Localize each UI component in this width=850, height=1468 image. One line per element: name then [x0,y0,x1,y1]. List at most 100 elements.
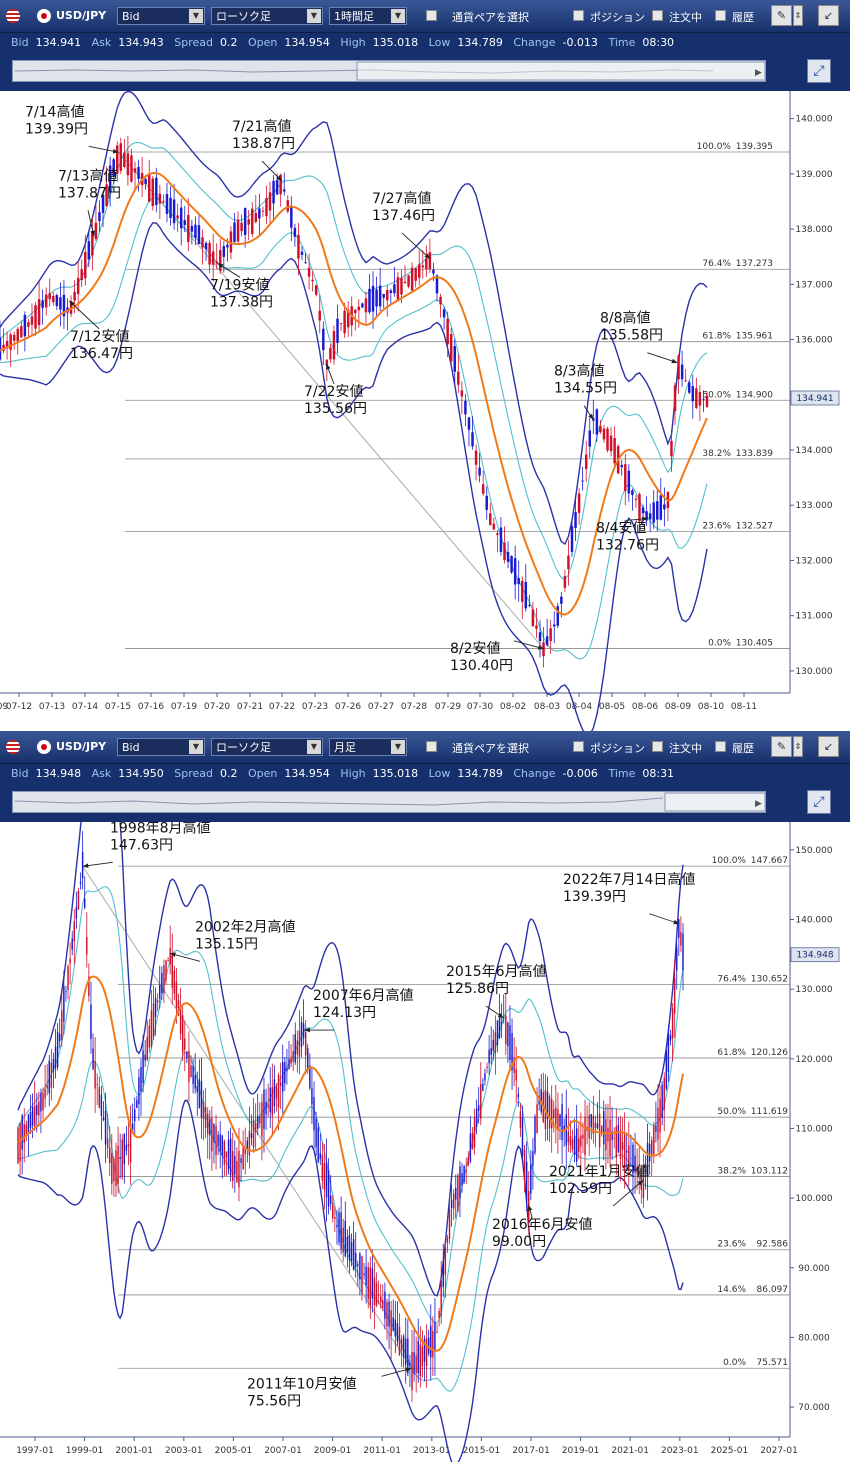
candle-body [248,1130,251,1156]
candle-body [555,1107,557,1125]
symbol-label[interactable]: USD/JPY [56,740,107,753]
candle-body [52,1058,55,1072]
candle-body [190,225,194,232]
scroll-arrows-icon[interactable]: ⇕ [793,736,803,757]
annotation-arrowhead [405,1367,412,1373]
candle-body [582,1134,584,1139]
candle-body [315,1118,317,1148]
candle-body [200,1081,203,1118]
candle-body [417,1341,419,1374]
fib-level-percent: 23.6% [702,521,731,531]
candle-body [698,392,702,406]
candle-body [113,1159,115,1182]
pair-select-label[interactable]: 通貨ペアを選択 [452,742,529,755]
x-tick-label: 2023-01 [661,1446,699,1456]
candle-body [257,1115,259,1129]
minimize-icon[interactable]: ↙ [818,736,839,757]
position-checkbox[interactable] [573,10,584,21]
y-tick-label: 150.000 [795,846,832,856]
fib-level-percent: 61.8% [717,1048,746,1058]
price-type-select[interactable]: Bid ▼ [117,738,205,756]
candle-body [19,1122,21,1162]
annotation-arrowhead [326,363,331,370]
y-tick-label: 131.000 [795,612,832,622]
minimize-icon[interactable]: ↙ [818,5,839,26]
orders-checkbox[interactable] [652,10,663,21]
chart-style-select[interactable]: ローソク足 ▼ [211,738,323,756]
candle-body [275,180,279,195]
candle-body [648,513,652,520]
candle-body [444,1246,447,1275]
position-checkbox[interactable] [573,741,584,752]
history-checkbox[interactable] [715,10,726,21]
candle-body [223,1140,226,1165]
candle-body [440,1280,442,1317]
candle-body [691,386,695,402]
annotation-arrowhead [276,175,282,182]
candle-body [117,1145,119,1185]
candle-body [219,250,222,271]
candle-body [687,382,691,393]
candle-body [492,523,496,530]
navigator-scrollbar[interactable]: ▶ [12,791,766,813]
price-type-select[interactable]: Bid ▼ [117,7,205,25]
draw-tool-icon[interactable]: ✎ [771,5,792,26]
expand-icon[interactable]: ⤢ [807,790,831,814]
expand-icon[interactable]: ⤢ [807,59,831,83]
fib-level-percent: 38.2% [717,1166,746,1176]
candle-body [473,1116,476,1148]
candle-body [396,277,400,302]
monthly-price-chart[interactable]: 70.000 80.000 90.000 100.000 110.000 120.000 1… [0,822,850,1462]
navigator-overview: ▶ [14,792,766,812]
position-label: ポジション [590,742,645,755]
candle-body [167,960,169,962]
annotation-date: 2016年6月安値 [492,1217,593,1233]
candle-body [446,318,449,345]
candle-body [523,1149,526,1182]
candle-body [94,1060,96,1089]
y-tick-label: 136.000 [795,336,832,346]
draw-tool-icon[interactable]: ✎ [771,736,792,757]
candle-body [560,596,563,604]
history-checkbox[interactable] [715,741,726,752]
candle-body [133,168,137,173]
x-tick-label: 08-02 [500,702,526,712]
candle-body [346,309,350,328]
annotation-date: 8/4安値 [596,520,647,536]
candle-body [496,1020,499,1045]
candle-body [620,464,623,468]
candle-body [222,246,226,257]
x-tick-label: 07-26 [335,702,361,712]
pair-select-label[interactable]: 通貨ペアを選択 [452,11,529,24]
timeframe-select[interactable]: 1時間足 ▼ [329,7,407,25]
candle-body [269,1087,271,1113]
candle-body [413,1352,415,1375]
candle-body [368,288,371,313]
bid-value: 134.948 [35,767,82,780]
orders-checkbox[interactable] [652,741,663,752]
candle-body [338,1212,340,1243]
chart-style-select[interactable]: ローソク足 ▼ [211,7,323,25]
scroll-arrows-icon[interactable]: ⇕ [793,5,803,26]
hourly-price-chart[interactable]: 130.000131.000132.000133.000134.000135.0… [0,91,850,731]
candle-body [599,426,602,433]
navigator-scrollbar[interactable]: ▶ [12,60,766,82]
candle-body [96,1083,98,1085]
pair-select-checkbox[interactable] [426,10,437,21]
candle-body [550,1099,553,1129]
position-label: ポジション [590,11,645,24]
timeframe-select[interactable]: 月足 ▼ [329,738,407,756]
candle-body [521,580,524,602]
fib-level-value: 139.395 [736,142,773,152]
symbol-label[interactable]: USD/JPY [56,9,107,22]
candle-body [279,1082,282,1087]
pair-select-checkbox[interactable] [426,741,437,752]
candle-body [98,212,101,222]
candle-body [556,606,560,626]
candle-body [563,1125,565,1132]
candle-body [252,1119,255,1147]
candle-body [340,1212,342,1250]
candle-body [469,1133,472,1162]
candle-body [388,1301,390,1327]
y-tick-label: 80.000 [798,1333,830,1343]
